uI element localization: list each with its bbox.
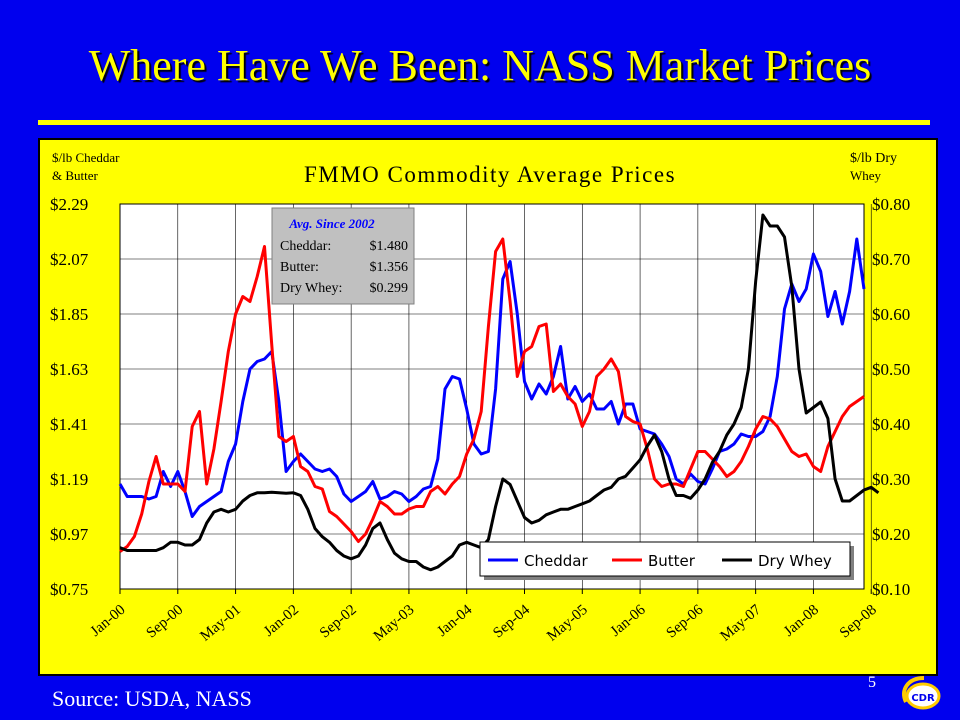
- source-note: Source: USDA, NASS: [52, 686, 252, 711]
- average-annotation-box: Avg. Since 2002 Cheddar: $1.480 Butter: …: [271, 207, 415, 305]
- chart-panel: $2.29 $2.07 $1.85 $1.63 $1.41 $1.19 $0.97 $0.75…: [38, 138, 938, 676]
- annotation-label-cheddar: Cheddar:: [280, 239, 331, 254]
- series-line-cheddar: [118, 237, 866, 518]
- chart-title: FMMO Commodity Average Prices: [304, 162, 676, 187]
- x-tick-label: Sep-08: [837, 602, 880, 642]
- y-tick-label-left: $1.63: [50, 360, 88, 379]
- y-tick-label-left: $1.41: [50, 415, 88, 434]
- y-tick-label-left: $2.07: [50, 250, 89, 269]
- x-tick-label: Sep-00: [144, 602, 187, 642]
- x-tick-label: Jan-00: [88, 602, 129, 640]
- annotation-label-butter: Butter:: [280, 260, 319, 275]
- x-tick-label: May-05: [544, 602, 591, 645]
- x-tick-label: Jan-06: [608, 601, 649, 639]
- x-tick-marks: [119, 589, 872, 594]
- left-axis-unit-line2: & Butter: [52, 168, 99, 183]
- series-lines: [118, 213, 880, 572]
- annotation-value-butter: $1.356: [370, 260, 409, 275]
- right-axis-unit-line2: Whey: [850, 168, 882, 183]
- svg-text:CDR: CDR: [911, 693, 935, 704]
- x-axis-labels: Jan-00 Sep-00 May-01 Jan-02 Sep-02 May-03 Jan-…: [88, 601, 880, 644]
- right-axis-unit-line1: $/lb Dry: [850, 151, 897, 166]
- y-axis-left-labels: $2.29 $2.07 $1.85 $1.63 $1.41 $1.19 $0.97 $0.75: [50, 195, 89, 599]
- x-tick-label: May-07: [718, 601, 765, 644]
- cdr-logo: CDR: [902, 676, 941, 710]
- y-tick-label-left: $2.29: [50, 195, 88, 214]
- plot-area: [119, 203, 865, 590]
- x-tick-label: Sep-04: [490, 601, 533, 641]
- y-axis-right-labels: $0.80 $0.70 $0.60 $0.50 $0.40 $0.30 $0.20 $0.10: [872, 195, 910, 599]
- x-tick-label: Jan-08: [781, 602, 822, 640]
- annotation-value-whey: $0.299: [370, 281, 409, 296]
- y-tick-label-right: $0.70: [872, 250, 910, 269]
- x-tick-label: Jan-04: [434, 601, 475, 639]
- y-tick-label-left: $0.97: [50, 525, 89, 544]
- y-tick-label-right: $0.20: [872, 525, 910, 544]
- series-line-dry-whey: [119, 213, 880, 572]
- legend: Cheddar Butter Dry Whey: [479, 541, 854, 580]
- x-tick-label: Sep-02: [317, 602, 360, 642]
- series-line-butter: [119, 237, 865, 553]
- y-tick-label-right: $0.50: [872, 360, 910, 379]
- left-axis-unit-line1: $/lb Cheddar: [52, 150, 120, 165]
- y-tick-label-left: $1.19: [50, 470, 88, 489]
- x-tick-label: Sep-06: [664, 601, 707, 641]
- x-tick-label: May-03: [371, 602, 418, 645]
- y-tick-label-right: $0.80: [872, 195, 910, 214]
- y-tick-label-left: $0.75: [50, 580, 88, 599]
- slide-title: Where Have We Been: NASS Market Prices: [88, 41, 872, 90]
- line-chart: $2.29 $2.07 $1.85 $1.63 $1.41 $1.19 $0.97 $0.75…: [50, 150, 910, 645]
- page-number: 5: [868, 674, 876, 691]
- y-tick-label-left: $1.85: [50, 305, 88, 324]
- y-tick-label-right: $0.10: [872, 580, 910, 599]
- y-tick-label-right: $0.30: [872, 470, 910, 489]
- y-tick-label-right: $0.40: [872, 415, 910, 434]
- legend-label-cheddar: Cheddar: [524, 552, 588, 570]
- annotation-value-cheddar: $1.480: [370, 239, 409, 254]
- legend-label-butter: Butter: [648, 552, 696, 570]
- legend-label-whey: Dry Whey: [758, 552, 832, 570]
- annotation-title: Avg. Since 2002: [288, 216, 375, 231]
- annotation-label-whey: Dry Whey:: [280, 281, 342, 296]
- x-tick-label: Jan-02: [261, 602, 302, 640]
- x-tick-label: May-01: [197, 602, 244, 645]
- y-tick-label-right: $0.60: [872, 305, 910, 324]
- title-underline: [38, 120, 930, 125]
